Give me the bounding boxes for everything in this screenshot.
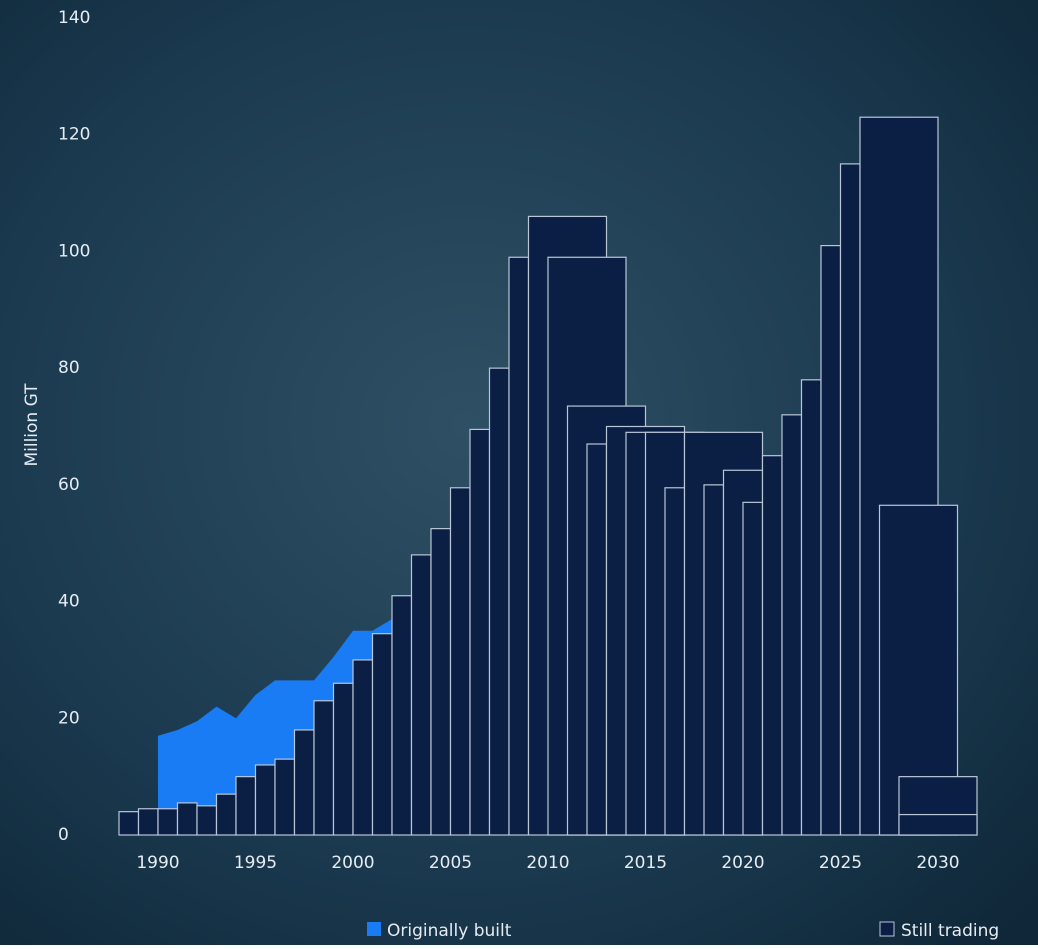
bar bbox=[332, 682, 354, 836]
x-tick-label: 2005 bbox=[429, 853, 472, 873]
bar bbox=[410, 554, 432, 836]
legend-swatch bbox=[367, 922, 381, 936]
bar bbox=[215, 793, 237, 836]
y-tick-label: 140 bbox=[58, 8, 90, 28]
bar bbox=[235, 776, 257, 836]
bar bbox=[703, 484, 725, 836]
bar bbox=[137, 808, 159, 836]
x-tick-label: 2010 bbox=[526, 853, 569, 873]
bar bbox=[118, 811, 140, 836]
bar bbox=[898, 813, 978, 836]
legend-label: Still trading bbox=[901, 921, 999, 941]
bar bbox=[176, 802, 198, 836]
bar bbox=[157, 808, 179, 836]
bar bbox=[430, 528, 452, 836]
bar bbox=[742, 501, 764, 836]
y-tick-label: 40 bbox=[58, 592, 80, 612]
y-tick-label: 80 bbox=[58, 358, 80, 378]
bar bbox=[469, 428, 491, 836]
y-tick-label: 20 bbox=[58, 708, 80, 728]
legend-label: Originally built bbox=[387, 921, 512, 941]
x-tick-label: 1990 bbox=[136, 853, 179, 873]
x-tick-label: 2015 bbox=[624, 853, 667, 873]
x-tick-label: 1995 bbox=[234, 853, 277, 873]
bar bbox=[586, 443, 608, 836]
y-tick-label: 0 bbox=[58, 825, 69, 845]
bar bbox=[839, 163, 861, 836]
y-tick-label: 100 bbox=[58, 241, 90, 261]
bar bbox=[254, 764, 276, 836]
bar bbox=[371, 633, 393, 836]
bar bbox=[196, 805, 218, 836]
bar bbox=[352, 659, 374, 836]
x-tick-label: 2020 bbox=[721, 853, 764, 873]
bar bbox=[664, 487, 686, 836]
y-tick-label: 60 bbox=[58, 475, 80, 495]
bar bbox=[449, 487, 471, 836]
bar bbox=[508, 256, 530, 836]
bar bbox=[820, 244, 842, 836]
bar bbox=[761, 455, 783, 836]
x-tick-label: 2030 bbox=[916, 853, 959, 873]
y-tick-label: 120 bbox=[58, 125, 90, 145]
legend-swatch bbox=[879, 921, 895, 937]
bar bbox=[800, 379, 822, 836]
bar bbox=[391, 595, 413, 836]
bar bbox=[781, 414, 803, 836]
bar bbox=[313, 700, 335, 836]
bar bbox=[293, 729, 315, 836]
x-tick-label: 2000 bbox=[331, 853, 374, 873]
x-tick-label: 2025 bbox=[819, 853, 862, 873]
bar bbox=[274, 758, 296, 836]
y-axis-label: Million GT bbox=[22, 383, 42, 467]
bar bbox=[488, 367, 510, 836]
